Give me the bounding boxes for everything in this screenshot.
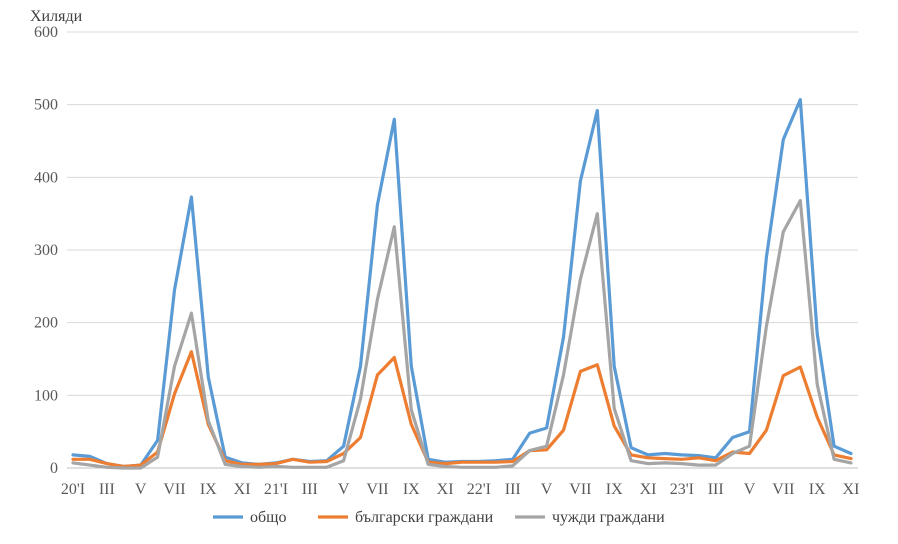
legend-label: общо (250, 509, 286, 526)
x-tick-label: III (302, 481, 318, 498)
x-tick-label: IX (606, 481, 623, 498)
x-tick-label: III (505, 481, 521, 498)
series-lines (71, 97, 853, 470)
legend-item: български граждани (318, 509, 494, 526)
legend-item: чужди граждани (515, 509, 665, 526)
y-axis-label: Хиляди (30, 8, 83, 25)
x-tick-label: 22'I (467, 481, 491, 498)
y-axis-ticks: 0 100 200 300 400 500 600 (34, 24, 58, 477)
legend-label: български граждани (355, 509, 494, 526)
x-tick-label: VII (772, 481, 794, 498)
x-tick-label: VII (366, 481, 388, 498)
gridlines (67, 31, 858, 469)
legend-label: чужди граждани (552, 509, 665, 526)
x-tick-label: IX (200, 481, 217, 498)
series-line (71, 350, 853, 469)
x-tick-label: VII (163, 481, 185, 498)
series-line (71, 97, 853, 469)
x-tick-label: XI (437, 481, 454, 498)
series-line (71, 199, 853, 470)
y-tick-label: 0 (50, 460, 58, 477)
y-tick-label: 400 (34, 169, 58, 186)
legend: общо български граждани чужди граждани (213, 509, 665, 526)
x-tick-label: V (338, 481, 350, 498)
x-tick-label: III (99, 481, 115, 498)
x-tick-label: IX (403, 481, 420, 498)
x-axis-ticks: 20'I III V VII IX XI 21'I III V VII IX XI 22'I III V VI… (61, 481, 860, 498)
x-tick-label: V (744, 481, 756, 498)
x-tick-label: 23'I (670, 481, 694, 498)
y-tick-label: 300 (34, 242, 58, 259)
x-tick-label: XI (843, 481, 860, 498)
y-tick-label: 100 (34, 387, 58, 404)
y-tick-label: 200 (34, 315, 58, 332)
x-tick-label: V (135, 481, 147, 498)
x-tick-label: 20'I (61, 481, 85, 498)
x-tick-label: IX (809, 481, 826, 498)
x-tick-label: VII (569, 481, 591, 498)
y-tick-label: 500 (34, 97, 58, 114)
x-tick-label: 21'I (264, 481, 288, 498)
y-tick-label: 600 (34, 24, 58, 41)
x-tick-label: XI (234, 481, 251, 498)
x-tick-label: XI (640, 481, 657, 498)
x-tick-label: V (541, 481, 553, 498)
legend-item: общо (213, 509, 286, 526)
x-tick-label: III (708, 481, 724, 498)
